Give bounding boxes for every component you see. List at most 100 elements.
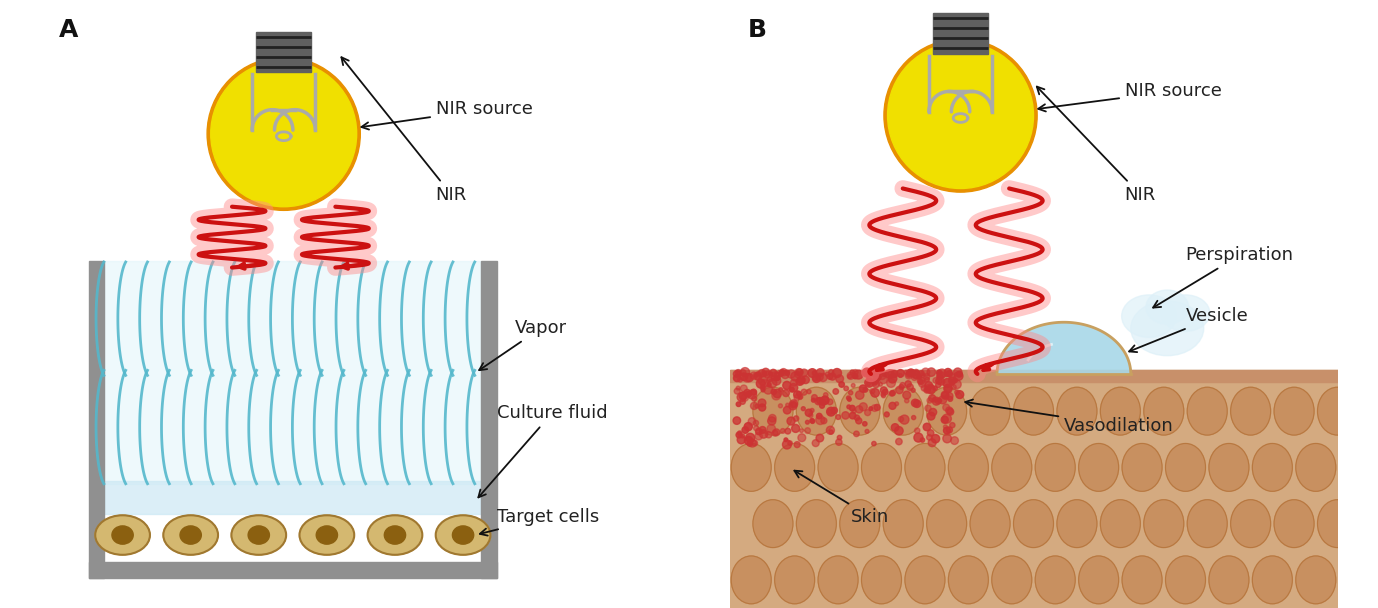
Circle shape xyxy=(882,393,886,398)
Circle shape xyxy=(758,370,766,377)
Circle shape xyxy=(887,370,896,378)
Circle shape xyxy=(799,429,803,432)
Circle shape xyxy=(944,384,952,393)
Circle shape xyxy=(754,373,758,377)
Circle shape xyxy=(827,426,835,434)
Circle shape xyxy=(927,412,934,420)
Circle shape xyxy=(856,418,861,424)
Circle shape xyxy=(796,378,803,385)
Circle shape xyxy=(907,384,914,390)
Circle shape xyxy=(925,405,932,412)
Circle shape xyxy=(794,391,801,398)
Circle shape xyxy=(909,370,915,376)
Circle shape xyxy=(839,382,845,387)
Circle shape xyxy=(922,368,930,376)
Circle shape xyxy=(790,384,798,392)
Circle shape xyxy=(828,409,832,414)
Circle shape xyxy=(734,388,740,394)
Circle shape xyxy=(871,371,876,376)
Circle shape xyxy=(952,380,962,389)
Circle shape xyxy=(785,371,790,375)
Circle shape xyxy=(853,370,858,375)
Circle shape xyxy=(790,400,798,408)
Circle shape xyxy=(933,378,938,383)
Circle shape xyxy=(876,375,881,379)
Circle shape xyxy=(890,390,896,396)
Circle shape xyxy=(904,398,909,403)
Circle shape xyxy=(850,370,854,375)
Circle shape xyxy=(923,387,930,393)
Circle shape xyxy=(863,369,868,375)
Circle shape xyxy=(737,431,741,435)
Ellipse shape xyxy=(774,443,814,491)
Ellipse shape xyxy=(232,515,287,554)
Circle shape xyxy=(849,406,856,411)
Ellipse shape xyxy=(1146,290,1189,324)
Circle shape xyxy=(796,392,801,396)
Circle shape xyxy=(954,371,963,381)
Ellipse shape xyxy=(1035,443,1075,491)
Circle shape xyxy=(937,374,943,379)
Circle shape xyxy=(772,392,780,400)
Circle shape xyxy=(779,371,783,376)
Circle shape xyxy=(936,382,941,388)
Circle shape xyxy=(801,369,808,376)
Circle shape xyxy=(744,423,752,430)
Circle shape xyxy=(740,370,745,376)
Circle shape xyxy=(794,416,799,421)
Circle shape xyxy=(919,380,926,387)
Circle shape xyxy=(781,371,790,379)
Circle shape xyxy=(777,370,781,375)
Circle shape xyxy=(854,431,860,437)
Ellipse shape xyxy=(774,556,814,604)
Circle shape xyxy=(733,375,740,382)
Circle shape xyxy=(816,373,823,381)
Circle shape xyxy=(737,435,745,444)
Circle shape xyxy=(944,368,952,376)
Ellipse shape xyxy=(732,443,772,491)
Circle shape xyxy=(816,415,825,424)
Circle shape xyxy=(937,372,944,379)
Circle shape xyxy=(925,377,929,382)
Circle shape xyxy=(892,370,898,377)
Circle shape xyxy=(943,404,949,411)
Circle shape xyxy=(951,437,959,444)
Circle shape xyxy=(773,389,781,398)
Circle shape xyxy=(752,440,758,446)
Circle shape xyxy=(755,428,762,435)
Circle shape xyxy=(881,387,887,393)
Circle shape xyxy=(874,373,882,381)
Circle shape xyxy=(941,392,948,398)
Circle shape xyxy=(863,421,867,426)
Circle shape xyxy=(801,389,808,395)
Circle shape xyxy=(867,369,872,376)
Circle shape xyxy=(951,385,956,390)
Circle shape xyxy=(743,373,751,382)
Circle shape xyxy=(824,393,828,397)
Circle shape xyxy=(852,384,856,387)
Circle shape xyxy=(761,379,769,388)
Circle shape xyxy=(761,385,765,390)
Ellipse shape xyxy=(1188,387,1228,435)
Circle shape xyxy=(207,57,360,210)
Circle shape xyxy=(843,386,849,391)
Circle shape xyxy=(780,429,785,434)
Circle shape xyxy=(864,410,871,416)
Circle shape xyxy=(817,413,823,419)
Ellipse shape xyxy=(926,387,966,435)
Circle shape xyxy=(943,414,951,423)
Circle shape xyxy=(926,384,934,393)
Circle shape xyxy=(903,391,911,399)
Circle shape xyxy=(860,402,867,411)
Circle shape xyxy=(921,373,925,378)
Circle shape xyxy=(785,428,791,434)
Circle shape xyxy=(955,390,959,395)
Circle shape xyxy=(897,370,904,377)
Circle shape xyxy=(788,441,792,445)
Circle shape xyxy=(759,430,768,438)
Circle shape xyxy=(947,409,954,415)
Circle shape xyxy=(943,434,951,443)
Circle shape xyxy=(745,434,755,442)
Circle shape xyxy=(912,371,919,378)
Circle shape xyxy=(898,385,904,390)
